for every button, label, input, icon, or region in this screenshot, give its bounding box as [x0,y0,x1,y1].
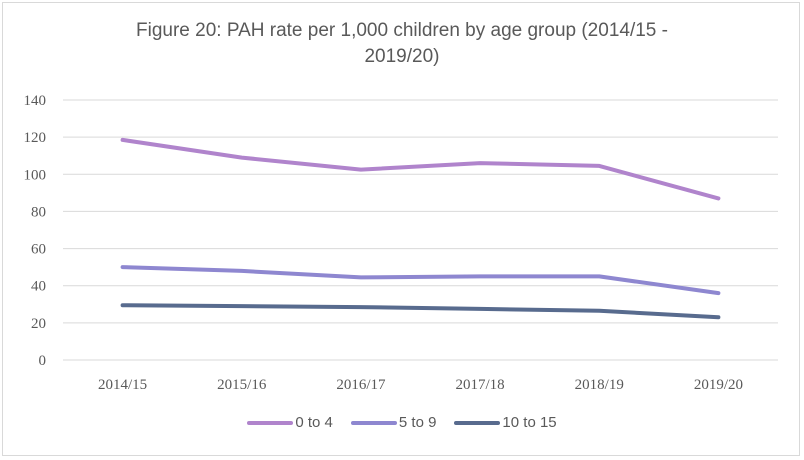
legend-item-5-to-9: 5 to 9 [350,414,437,431]
x-axis-ticks: 2014/15 2015/16 2016/17 2017/18 2018/19 2019/… [98,377,743,393]
y-tick-label-140: 140 [24,93,47,109]
legend-swatch-0-to-4 [247,420,294,425]
y-tick-label-80: 80 [31,204,46,220]
series-line-5-to-9 [120,265,721,296]
x-tick-label-2016-17: 2016/17 [336,377,386,393]
x-tick-label-2018-19: 2018/19 [575,377,624,393]
x-tick-label-2014-15: 2014/15 [98,377,147,393]
y-tick-label-120: 120 [24,130,47,146]
x-tick-label-2015-16: 2015/16 [217,377,267,393]
x-tick-label-2019-20: 2019/20 [694,377,743,393]
y-tick-label-20: 20 [31,316,46,332]
series-line-10-to-15 [120,303,721,320]
chart-title-line-2: 2019/20) [364,46,440,67]
legend-swatch-10-to-15 [454,420,501,425]
legend-item-0-to-4: 0 to 4 [247,414,333,431]
chart-frame [2,2,800,456]
chart-title: Figure 20: PAH rate per 1,000 children b… [0,18,804,70]
chart-title-line-1: Figure 20: PAH rate per 1,000 children b… [136,20,668,41]
y-axis-ticks: 0 20 40 60 80 100 120 140 [24,93,47,369]
legend-item-10-to-15: 10 to 15 [454,414,557,431]
x-tick-label-2017-18: 2017/18 [455,377,504,393]
legend-label-5-to-9: 5 to 9 [398,414,437,431]
y-tick-label-100: 100 [24,167,47,183]
y-tick-label-0: 0 [39,353,47,369]
gridlines [63,99,778,361]
y-tick-label-40: 40 [31,279,46,295]
series-line-0-to-4 [120,137,721,201]
legend-swatch-5-to-9 [350,420,397,425]
legend-label-10-to-15: 10 to 15 [502,414,557,431]
series-lines [120,137,721,320]
y-tick-label-60: 60 [31,242,46,258]
legend: 0 to 4 5 to 9 10 to 15 [0,414,804,431]
legend-label-0-to-4: 0 to 4 [295,414,333,431]
